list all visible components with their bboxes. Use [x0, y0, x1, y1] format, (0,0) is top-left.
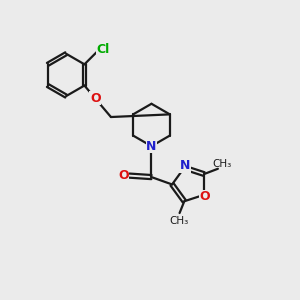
Text: N: N	[180, 159, 190, 172]
Text: N: N	[146, 140, 157, 153]
Text: O: O	[199, 190, 210, 203]
Text: O: O	[118, 169, 129, 182]
Text: Cl: Cl	[97, 43, 110, 56]
Text: CH₃: CH₃	[169, 216, 189, 226]
Text: CH₃: CH₃	[212, 159, 231, 169]
Text: O: O	[90, 92, 101, 105]
